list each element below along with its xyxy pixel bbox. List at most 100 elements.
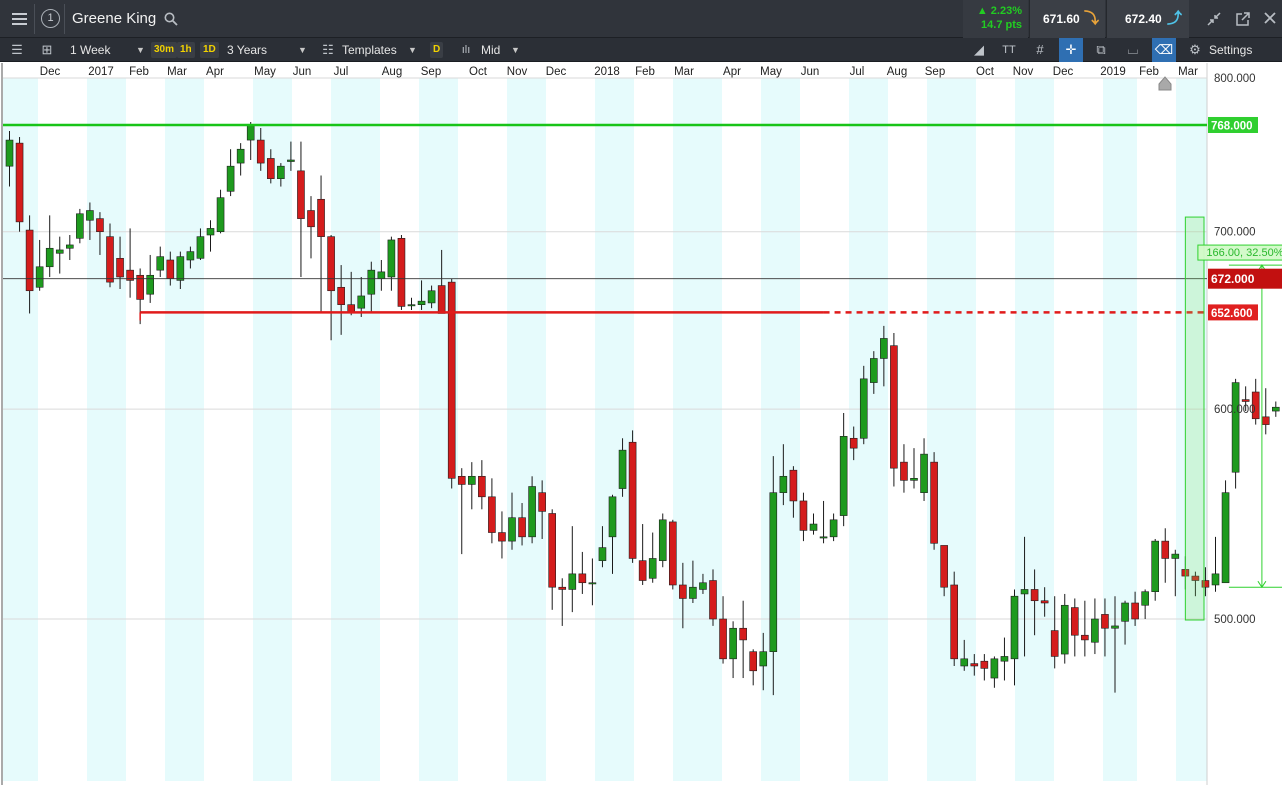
y-tick-label: 600.000 (1214, 404, 1256, 416)
candle-up (689, 586, 697, 599)
candle-up (1111, 625, 1119, 629)
candle-down (337, 286, 345, 305)
candle-down (478, 475, 486, 498)
sell-button[interactable]: 671.60 ⤵ (1029, 0, 1105, 38)
y-axis-strip (1207, 63, 1282, 785)
menu-button[interactable] (6, 8, 32, 30)
candle-up (699, 582, 707, 590)
candle-down (166, 259, 175, 279)
x-tick-label: Jul (334, 66, 349, 78)
candle-down (1131, 602, 1139, 620)
interval-1d-button[interactable]: 1D (200, 42, 219, 58)
buy-button[interactable]: 672.40 ⤴ (1106, 0, 1189, 38)
up-arrow-icon: ⤴ (1167, 10, 1183, 27)
x-tick-label: Mar (1178, 66, 1198, 78)
list-view-icon[interactable]: ☰ (11, 42, 23, 57)
month-band (849, 78, 888, 781)
x-tick-label: 2019 (1100, 66, 1126, 78)
x-tick-label: May (760, 66, 782, 78)
instrument-name[interactable]: Greene King (72, 10, 157, 27)
candle-down (789, 469, 798, 502)
candle-up (1231, 382, 1240, 473)
x-tick-label: Dec (546, 66, 567, 78)
candle-up (206, 228, 215, 236)
candle-up (528, 486, 536, 538)
grid-icon[interactable]: # (1036, 42, 1044, 57)
price-chart[interactable]: 166.00, 32.50%, Bars:7 Dec 2017 Feb Mar Apr M… (0, 63, 1282, 785)
candle-up (920, 453, 928, 493)
popout-icon[interactable] (1235, 11, 1251, 27)
candle-up (156, 256, 165, 271)
price-type-dropdown[interactable]: ılı Mid ▼ (455, 38, 525, 62)
candle-up (1020, 589, 1029, 595)
candle-down (739, 627, 747, 641)
candle-down (1101, 614, 1109, 629)
eraser-icon[interactable]: ⌫ (1152, 38, 1176, 62)
info-badge[interactable]: 1 (41, 9, 60, 28)
interval-value: 1 Week (70, 43, 111, 57)
candle-down (900, 461, 908, 481)
range-value: 3 Years (227, 43, 268, 57)
candle-down (327, 236, 335, 292)
text-tool-icon[interactable]: TT (1002, 44, 1016, 56)
candle-up (216, 197, 225, 233)
month-band (165, 78, 204, 781)
candles-icon: ılı (461, 44, 471, 56)
candle-up (1091, 618, 1099, 643)
candle-up (759, 651, 768, 667)
last-price-tag (1208, 268, 1282, 289)
crosshair-icon[interactable]: ✛ (1059, 38, 1083, 62)
close-icon[interactable] (1263, 11, 1277, 25)
x-tick-label: Dec (40, 66, 61, 78)
resistance-tag (1208, 116, 1258, 133)
candle-down (890, 345, 898, 469)
x-tick-label: 2017 (88, 66, 114, 78)
price-change-box: ▲ 2.23% 14.7 pts (963, 0, 1028, 38)
month-band (507, 78, 546, 781)
candle-up (508, 517, 516, 542)
interval-select[interactable]: 1 Week ▼ (64, 38, 148, 62)
candle-up (769, 492, 778, 652)
candle-down (437, 285, 446, 314)
range-select[interactable]: 3 Years ▼ (222, 38, 312, 62)
x-tick-label: Feb (635, 66, 655, 78)
interval-1h-button[interactable]: 1h (177, 42, 195, 58)
draw-line-icon[interactable]: ◢ (974, 42, 984, 57)
templates-dropdown[interactable]: ☷ Templates ▼ (316, 38, 426, 62)
measure-icon[interactable]: ⌴ (1127, 42, 1139, 57)
candle-up (568, 573, 577, 590)
measurement-label-box (1197, 244, 1282, 261)
settings-button[interactable]: ⚙ Settings (1184, 38, 1280, 62)
candle-up (236, 148, 245, 164)
month-band (1176, 78, 1207, 781)
candle-up (35, 266, 44, 288)
candle-up (377, 271, 386, 279)
chevron-down-icon: ▼ (298, 45, 307, 55)
x-tick-label: May (254, 66, 276, 78)
search-icon[interactable] (164, 12, 178, 26)
candle-up (859, 378, 868, 439)
copy-icon[interactable]: ⧉ (1096, 42, 1106, 57)
month-band (673, 78, 722, 781)
x-tick-label: Mar (674, 66, 694, 78)
d-button[interactable]: D (430, 42, 444, 58)
candle-down (1251, 391, 1260, 420)
candle-up (880, 338, 888, 359)
layout-icon[interactable]: ⊞ (41, 42, 53, 57)
candle-up (246, 124, 255, 141)
candle-up (417, 300, 426, 305)
candle-up (1211, 573, 1220, 586)
candle-down (1040, 600, 1049, 604)
price-type-value: Mid (481, 43, 501, 57)
candle-up (45, 247, 54, 268)
month-band (761, 78, 800, 781)
collapse-icon[interactable] (1206, 11, 1222, 27)
chart-toolbar: ☰ ⊞ 1 Week ▼ 30m 1h 1D 3 Years ▼ ☷ Templ… (0, 38, 1282, 62)
candle-up (287, 159, 295, 162)
chart-canvas[interactable]: 166.00, 32.50%, Bars:7 Dec 2017 Feb Mar Apr M… (0, 63, 1282, 785)
candle-down (1161, 540, 1170, 559)
candle-down (849, 437, 858, 449)
interval-30m-button[interactable]: 30m (151, 42, 178, 58)
sell-price: 671.60 (1043, 12, 1080, 26)
support-label: 652.600 (1211, 308, 1253, 320)
